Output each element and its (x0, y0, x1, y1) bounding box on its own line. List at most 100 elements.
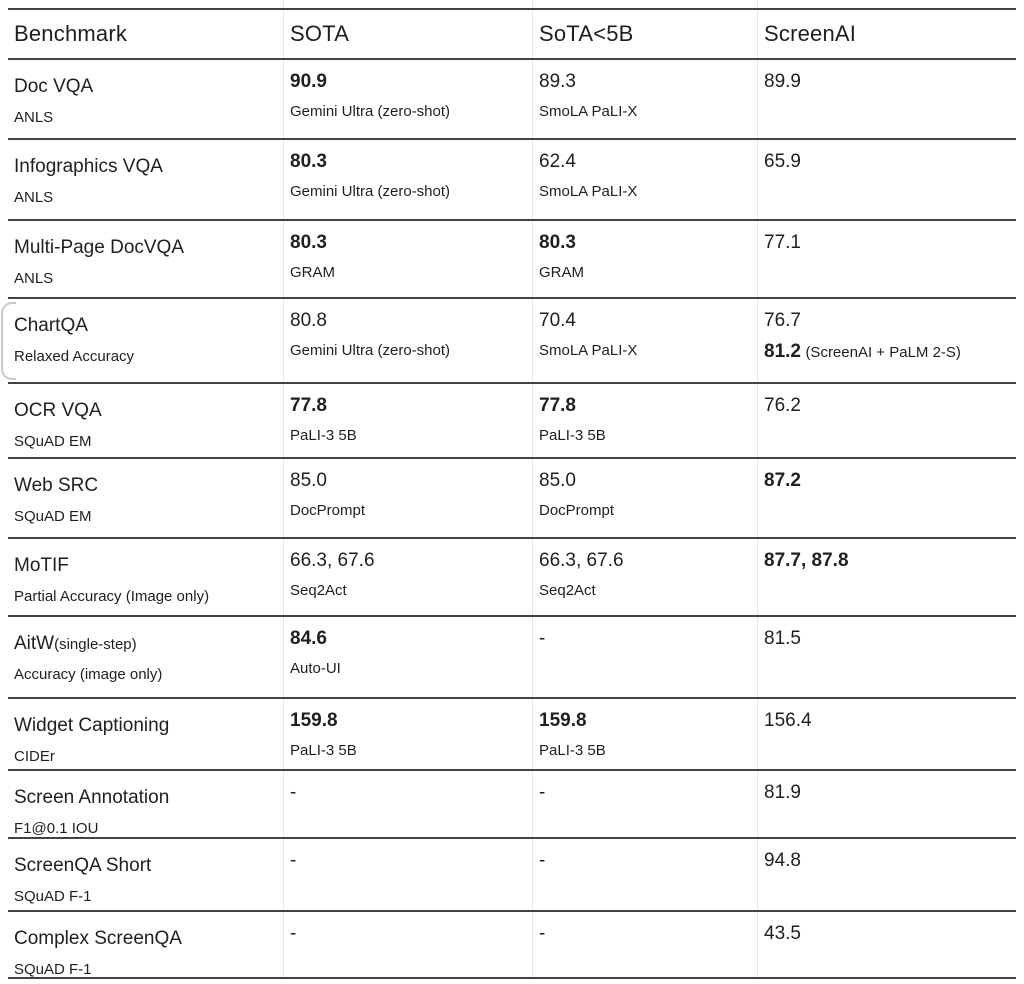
sota-value: 85.0 (290, 470, 327, 491)
sota-under-5b-value: 62.4 (539, 151, 576, 172)
benchmark-name: Infographics VQA (14, 156, 163, 177)
screenai-cell: 89.9 (757, 60, 1016, 138)
benchmark-cell: Widget Captioning CIDEr (8, 699, 283, 769)
benchmark-cell: Doc VQA ANLS (8, 60, 283, 138)
benchmark-name: Web SRC (14, 475, 99, 496)
benchmark-name: Screen Annotation (14, 787, 170, 808)
benchmark-metric: Accuracy (image only) (14, 666, 163, 683)
column-divider-remnant (532, 0, 533, 8)
screenai-extra-note: (ScreenAI + PaLM 2-S) (805, 344, 961, 361)
table-row: Multi-Page DocVQA ANLS 80.3 GRAM 80.3 GR… (8, 219, 1016, 297)
table-header-row: Benchmark SOTA SoTA<5B ScreenAI (8, 10, 1016, 58)
sota-under-5b-cell: 159.8 PaLI-3 5B (532, 699, 757, 769)
screenai-extra-value: 81.2 (764, 341, 801, 362)
screenai-value: 81.5 (764, 628, 801, 649)
screenai-cell: 77.1 (757, 221, 1016, 297)
benchmark-name: ChartQA (14, 315, 88, 336)
sota-under-5b-value: 66.3, 67.6 (539, 550, 624, 571)
sota-cell: 90.9 Gemini Ultra (zero-shot) (283, 60, 532, 138)
benchmark-name-suffix: (single-step) (54, 636, 137, 653)
sota-under-5b-cell: 66.3, 67.6 Seq2Act (532, 539, 757, 615)
table-row: Widget Captioning CIDEr 159.8 PaLI-3 5B … (8, 697, 1016, 769)
sota-under-5b-cell: 89.3 SmoLA PaLI-X (532, 60, 757, 138)
sota-cell: 159.8 PaLI-3 5B (283, 699, 532, 769)
sota-under-5b-model: SmoLA PaLI-X (539, 183, 638, 200)
screenai-value: 76.2 (764, 395, 801, 416)
benchmark-metric: Relaxed Accuracy (14, 348, 135, 365)
screenai-cell: 94.8 (757, 839, 1016, 910)
sota-value: 66.3, 67.6 (290, 550, 375, 571)
sota-model: Gemini Ultra (zero-shot) (290, 183, 451, 200)
sota-under-5b-cell: 85.0 DocPrompt (532, 459, 757, 537)
table-row: AitW(single-step) Accuracy (image only) … (8, 615, 1016, 697)
screenai-cell: 87.2 (757, 459, 1016, 537)
benchmark-results-table: Benchmark SOTA SoTA<5B ScreenAI Doc VQA … (1, 8, 1016, 979)
sota-under-5b-cell: 77.8 PaLI-3 5B (532, 384, 757, 457)
benchmark-name: Complex ScreenQA (14, 928, 182, 949)
sota-value: 84.6 (290, 628, 327, 649)
sota-cell: 85.0 DocPrompt (283, 459, 532, 537)
screenai-value: 94.8 (764, 850, 801, 871)
benchmark-metric: ANLS (14, 270, 54, 287)
screenai-cell: 65.9 (757, 140, 1016, 219)
column-header-sota-under-5b: SoTA<5B (532, 10, 757, 58)
benchmark-cell: OCR VQA SQuAD EM (8, 384, 283, 457)
benchmark-name: AitW (14, 633, 55, 654)
benchmark-metric: ANLS (14, 109, 54, 126)
benchmark-metric: F1@0.1 IOU (14, 820, 99, 837)
sota-value: 159.8 (290, 710, 338, 731)
sota-under-5b-model: GRAM (539, 264, 584, 281)
sota-model: GRAM (290, 264, 335, 281)
column-header-sota: SOTA (283, 10, 532, 58)
benchmark-name: MoTIF (14, 555, 69, 576)
sota-under-5b-cell: - (532, 771, 757, 837)
benchmark-metric: ANLS (14, 189, 54, 206)
screenai-cell: 76.7 81.2 (ScreenAI + PaLM 2-S) (757, 299, 1016, 382)
sota-value: - (290, 850, 297, 871)
sota-under-5b-cell: - (532, 839, 757, 910)
sota-value: 77.8 (290, 395, 327, 416)
sota-model: PaLI-3 5B (290, 742, 357, 759)
sota-cell: 77.8 PaLI-3 5B (283, 384, 532, 457)
screenai-extra-result: 81.2 (ScreenAI + PaLM 2-S) (764, 340, 1008, 364)
benchmark-cell: ChartQA Relaxed Accuracy (8, 299, 283, 382)
benchmark-metric: Partial Accuracy (Image only) (14, 588, 210, 605)
sota-under-5b-value: - (539, 923, 546, 944)
sota-model: Gemini Ultra (zero-shot) (290, 103, 451, 120)
sota-value: 80.8 (290, 310, 327, 331)
column-divider-remnant (283, 0, 284, 8)
sota-under-5b-cell: 70.4 SmoLA PaLI-X (532, 299, 757, 382)
sota-model: Auto-UI (290, 660, 341, 677)
screenai-value: 76.7 (764, 310, 801, 331)
screenai-value: 87.7, 87.8 (764, 550, 849, 571)
benchmark-cell: MoTIF Partial Accuracy (Image only) (8, 539, 283, 615)
sota-under-5b-value: 77.8 (539, 395, 576, 416)
sota-under-5b-value: - (539, 850, 546, 871)
sota-under-5b-model: PaLI-3 5B (539, 427, 606, 444)
column-header-screenai: ScreenAI (757, 10, 1016, 58)
screenai-cell: 87.7, 87.8 (757, 539, 1016, 615)
screenai-value: 65.9 (764, 151, 801, 172)
sota-under-5b-model: Seq2Act (539, 582, 596, 599)
screenai-value: 89.9 (764, 71, 801, 92)
sota-model: DocPrompt (290, 502, 366, 519)
sota-under-5b-value: 159.8 (539, 710, 587, 731)
screenai-value: 87.2 (764, 470, 801, 491)
sota-under-5b-cell: - (532, 912, 757, 977)
sota-cell: - (283, 912, 532, 977)
sota-under-5b-value: 80.3 (539, 232, 576, 253)
table-row: MoTIF Partial Accuracy (Image only) 66.3… (8, 537, 1016, 615)
benchmark-cell: AitW(single-step) Accuracy (image only) (8, 617, 283, 697)
sota-value: 80.3 (290, 151, 327, 172)
benchmark-metric: SQuAD EM (14, 508, 92, 525)
table-row: ScreenQA Short SQuAD F-1 - - 94.8 (8, 837, 1016, 910)
sota-under-5b-value: 85.0 (539, 470, 576, 491)
benchmark-metric: CIDEr (14, 748, 55, 765)
sota-under-5b-model: DocPrompt (539, 502, 615, 519)
table-row: Screen Annotation F1@0.1 IOU - - 81.9 (8, 769, 1016, 837)
sota-cell: - (283, 839, 532, 910)
benchmark-name: Doc VQA (14, 76, 94, 97)
screenai-cell: 81.9 (757, 771, 1016, 837)
screenai-cell: 43.5 (757, 912, 1016, 977)
sota-value: - (290, 923, 297, 944)
